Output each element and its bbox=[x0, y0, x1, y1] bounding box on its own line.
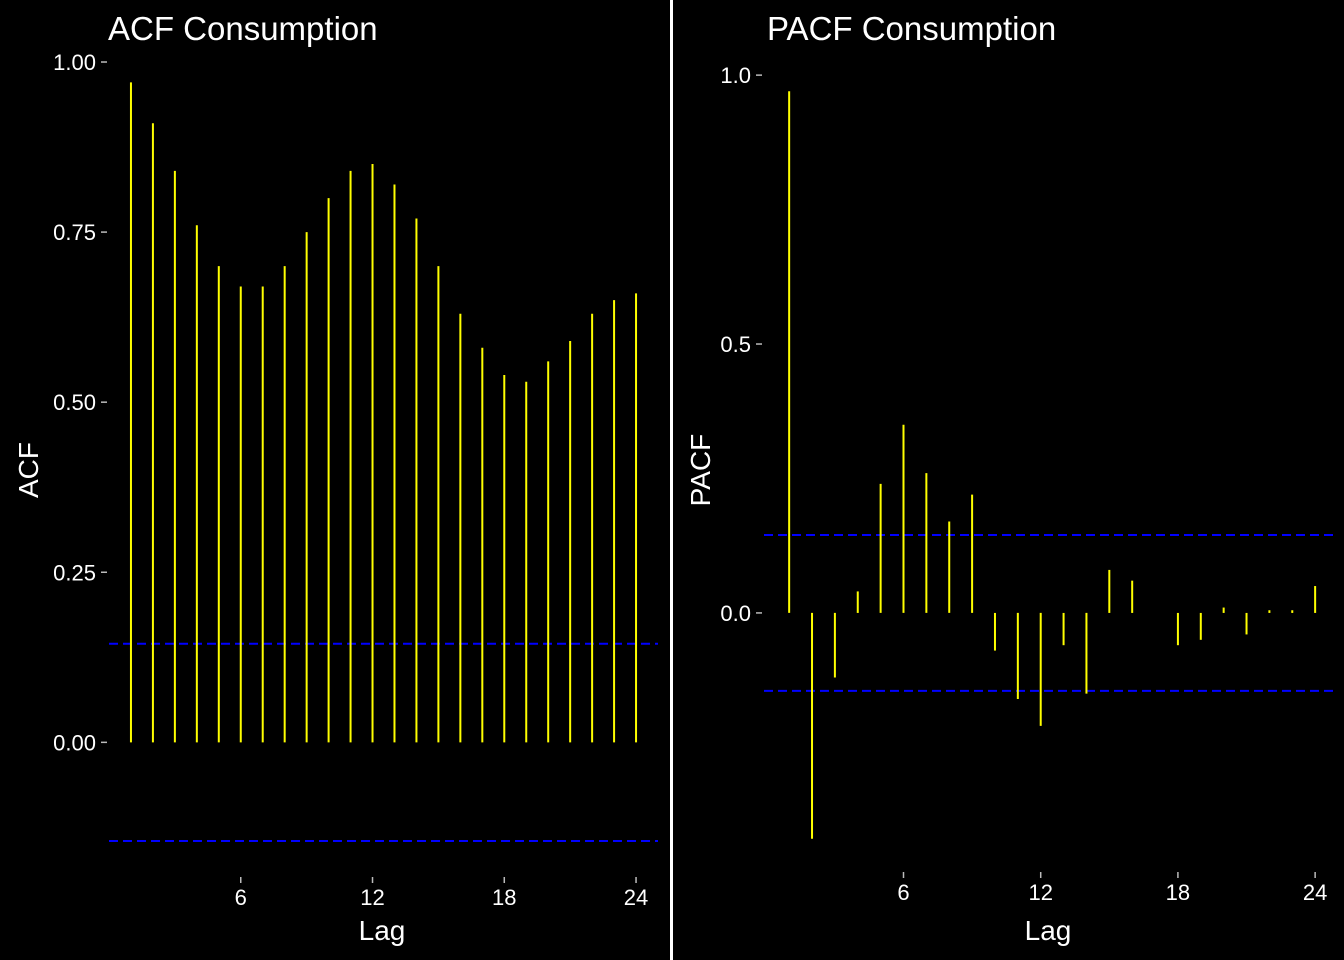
acf-y-tick-label: 0.25 bbox=[53, 560, 96, 585]
pacf-axis-ticks: 0.0 0.5 1.0 6 12 18 24 bbox=[720, 63, 1327, 905]
pacf-x-axis-label: Lag bbox=[1025, 915, 1072, 946]
pacf-chart-panel: PACF Consumption Lag PACF 0.0 0.5 1.0 6 12 18… bbox=[673, 0, 1344, 960]
pacf-chart-title: PACF Consumption bbox=[767, 10, 1056, 47]
pacf-x-tick-label: 18 bbox=[1166, 880, 1190, 905]
acf-x-axis-label: Lag bbox=[359, 915, 406, 946]
pacf-bars bbox=[788, 91, 1317, 839]
acf-axis-ticks: 0.00 0.25 0.50 0.75 1.00 6 12 18 24 bbox=[53, 50, 648, 910]
pacf-x-tick-label: 12 bbox=[1028, 880, 1052, 905]
pacf-x-tick-label: 6 bbox=[897, 880, 909, 905]
pacf-chart: PACF Consumption Lag PACF 0.0 0.5 1.0 6 12 18… bbox=[685, 10, 1338, 946]
acf-x-tick-label: 12 bbox=[360, 885, 384, 910]
acf-chart: ACF Consumption Lag ACF 0.00 0.25 0.50 0.75… bbox=[13, 10, 658, 946]
acf-y-tick-label: 0.50 bbox=[53, 390, 96, 415]
acf-y-tick-label: 0.75 bbox=[53, 220, 96, 245]
pacf-y-tick-label: 0.5 bbox=[720, 332, 751, 357]
acf-confidence-lines bbox=[109, 642, 658, 842]
pacf-y-axis-label: PACF bbox=[685, 434, 716, 507]
pacf-y-tick-label: 1.0 bbox=[720, 63, 751, 88]
pacf-confidence-lines bbox=[764, 533, 1338, 692]
acf-x-tick-label: 6 bbox=[235, 885, 247, 910]
acf-y-tick-label: 0.00 bbox=[53, 730, 96, 755]
acf-chart-title: ACF Consumption bbox=[108, 10, 378, 47]
acf-y-tick-label: 1.00 bbox=[53, 50, 96, 75]
pacf-x-tick-label: 24 bbox=[1303, 880, 1327, 905]
acf-y-axis-label: ACF bbox=[13, 442, 44, 498]
acf-bars bbox=[129, 82, 638, 743]
pacf-y-tick-label: 0.0 bbox=[720, 601, 751, 626]
acf-x-tick-label: 18 bbox=[492, 885, 516, 910]
acf-x-tick-label: 24 bbox=[624, 885, 648, 910]
panel-divider bbox=[670, 0, 673, 960]
acf-chart-panel: ACF Consumption Lag ACF 0.00 0.25 0.50 0.75… bbox=[0, 0, 670, 960]
